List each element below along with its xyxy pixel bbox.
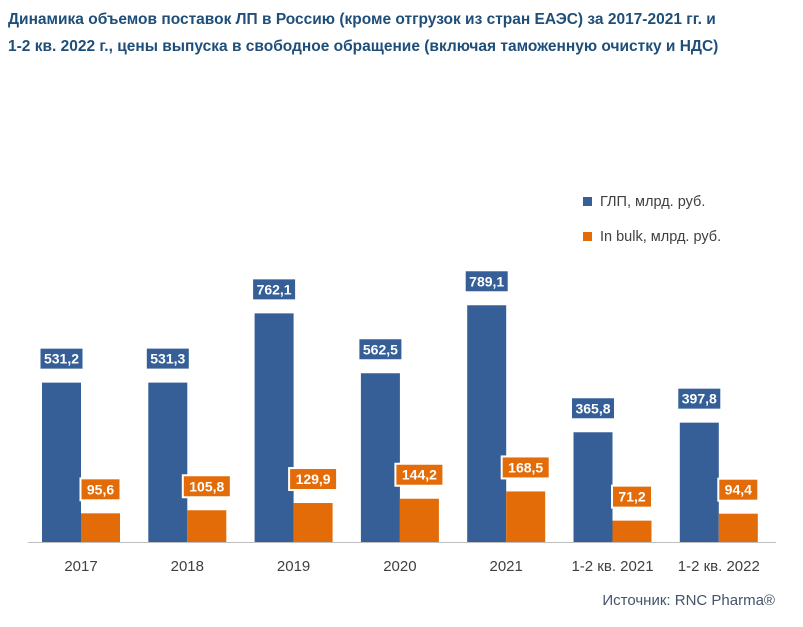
data-label-box-bulk-1: [181, 474, 232, 499]
bar-glp-5: [573, 432, 613, 542]
x-tick-label-0: 2017: [64, 558, 97, 575]
data-label-box-bulk-4: [500, 455, 551, 480]
x-tick-label-3: 2020: [383, 558, 416, 575]
data-label-glp-3: 562,5: [363, 341, 398, 357]
data-label-box-glp-6: [676, 386, 723, 411]
bar-glp-0: [42, 382, 81, 542]
x-tick-label-2: 2019: [277, 558, 310, 575]
data-label-bulk-4: 168,5: [508, 459, 543, 475]
data-label-glp-4: 789,1: [469, 273, 504, 289]
x-tick-label-6: 1-2 кв. 2022: [678, 558, 760, 575]
bar-glp-2: [254, 313, 294, 542]
chart-title-line-2: 1-2 кв. 2022 г., цены выпуска в свободно…: [8, 38, 719, 55]
data-label-box-glp-1: [144, 346, 191, 371]
data-label-box-bulk-3: [394, 462, 445, 487]
bar-bulk-2: [293, 503, 333, 542]
data-label-box-bulk-6: [717, 477, 760, 502]
data-label-box-glp-5: [570, 396, 616, 421]
chart-title-line-1: Динамика объемов поставок ЛП в Россию (к…: [8, 11, 716, 28]
data-label-glp-2: 762,1: [257, 281, 292, 297]
data-label-bulk-1: 105,8: [189, 478, 224, 494]
chart-title: Динамика объемов поставок ЛП в Россию (к…: [8, 6, 798, 60]
data-label-glp-6: 397,8: [682, 391, 717, 407]
x-tick-label-4: 2021: [490, 558, 523, 575]
bar-bulk-3: [399, 498, 439, 542]
bar-glp-4: [467, 305, 507, 542]
bar-glp-3: [360, 373, 400, 542]
bar-bulk-0: [81, 513, 120, 542]
data-label-bulk-3: 144,2: [402, 467, 437, 483]
data-label-glp-0: 531,2: [44, 351, 79, 367]
bar-bulk-6: [718, 513, 758, 542]
legend-label-bulk: In bulk, млрд. руб.: [600, 229, 721, 245]
x-tick-label-1: 2018: [171, 558, 204, 575]
data-label-box-bulk-2: [288, 467, 339, 492]
x-tick-label-5: 1-2 кв. 2021: [571, 558, 653, 575]
legend-swatch-bulk: [583, 232, 592, 241]
data-label-box-glp-3: [357, 337, 404, 362]
bar-bulk-1: [187, 510, 227, 542]
bar-bulk-4: [506, 491, 546, 542]
bar-bulk-5: [612, 520, 652, 542]
data-label-bulk-6: 94,4: [725, 482, 752, 498]
data-label-box-bulk-5: [611, 484, 653, 509]
data-label-box-glp-0: [38, 346, 85, 371]
data-label-box-bulk-0: [79, 477, 122, 502]
data-label-glp-5: 365,8: [575, 400, 610, 416]
data-label-bulk-2: 129,9: [296, 471, 331, 487]
data-label-bulk-5: 71,2: [618, 489, 645, 505]
source-note: Источник: RNC Pharma®: [602, 592, 775, 609]
bar-glp-6: [679, 422, 719, 542]
data-label-box-glp-2: [251, 277, 298, 302]
bar-glp-1: [148, 382, 188, 542]
data-label-glp-1: 531,3: [150, 351, 185, 367]
legend-label-glp: ГЛП, млрд. руб.: [600, 194, 705, 210]
data-label-bulk-0: 95,6: [87, 481, 114, 497]
data-label-box-glp-4: [463, 269, 510, 294]
legend-swatch-glp: [583, 197, 592, 206]
